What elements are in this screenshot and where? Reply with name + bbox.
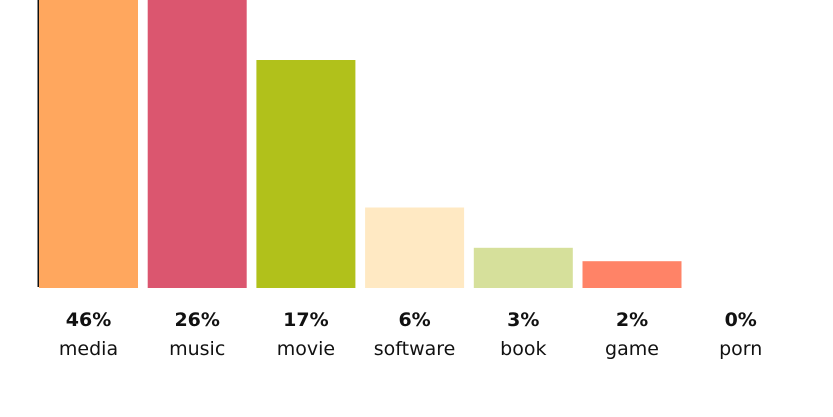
- bar-movie: [256, 60, 356, 288]
- category-label-porn: porn: [719, 338, 762, 360]
- bar-software: [365, 207, 465, 288]
- labels-group: 46% media 26% music 17% movie 6% software 3% book…: [59, 309, 762, 360]
- value-label-movie: 17%: [283, 309, 328, 331]
- bars-group: [39, 0, 682, 288]
- bar-media: [39, 0, 138, 288]
- bar-music: [147, 0, 247, 288]
- value-label-music: 26%: [174, 309, 219, 331]
- value-label-porn: 0%: [725, 309, 757, 331]
- category-label-music: music: [169, 338, 225, 360]
- category-label-media: media: [59, 338, 118, 360]
- value-label-software: 6%: [398, 309, 430, 331]
- category-label-book: book: [500, 338, 546, 360]
- value-label-book: 3%: [507, 309, 539, 331]
- value-label-game: 2%: [616, 309, 648, 331]
- category-label-software: software: [374, 338, 456, 360]
- bar-book: [473, 247, 573, 288]
- category-label-game: game: [605, 338, 659, 360]
- bar-game: [582, 261, 682, 288]
- category-label-movie: movie: [277, 338, 335, 360]
- value-label-media: 46%: [66, 309, 111, 331]
